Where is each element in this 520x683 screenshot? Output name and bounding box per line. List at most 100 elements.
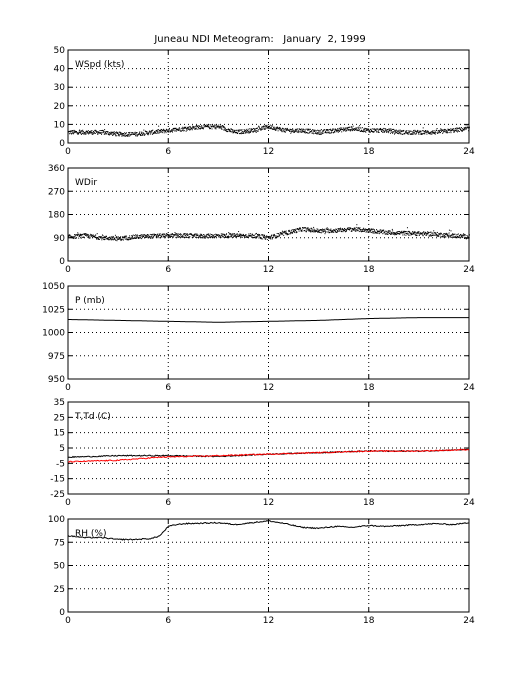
data-point: [183, 236, 185, 238]
data-point: [244, 131, 246, 133]
data-point: [417, 131, 419, 133]
data-point: [268, 237, 270, 239]
data-point: [419, 232, 421, 234]
data-point: [210, 236, 212, 238]
data-point: [231, 131, 233, 133]
data-point: [301, 130, 303, 132]
data-point: [143, 234, 145, 236]
data-point: [83, 233, 85, 235]
data-point: [464, 129, 466, 131]
data-point: [423, 233, 425, 235]
data-point: [316, 230, 318, 232]
x-tick-label: 18: [363, 498, 375, 508]
x-tick-label: 0: [65, 383, 71, 393]
data-point: [452, 128, 454, 130]
data-point: [235, 234, 237, 236]
data-point: [396, 233, 398, 235]
data-point: [260, 128, 262, 130]
data-point: [281, 232, 283, 234]
data-point: [406, 227, 408, 229]
data-point: [78, 234, 80, 236]
y-tick-label: 10: [54, 120, 66, 130]
data-point: [70, 130, 72, 132]
data-point: [122, 237, 124, 239]
data-point: [255, 237, 257, 239]
data-point: [176, 130, 178, 132]
data-point: [287, 129, 289, 131]
data-point: [433, 234, 435, 236]
data-point: [109, 236, 111, 238]
data-point: [228, 236, 230, 238]
data-point: [463, 129, 465, 131]
data-point: [218, 126, 220, 128]
data-point: [387, 130, 389, 132]
data-point: [192, 125, 194, 127]
data-point: [152, 236, 154, 238]
data-point: [171, 234, 173, 236]
data-point: [198, 236, 200, 238]
data-point: [467, 237, 469, 239]
data-point: [266, 127, 268, 129]
y-tick-label: 0: [59, 139, 65, 149]
y-tick-label: 40: [54, 65, 66, 75]
data-point: [310, 227, 312, 229]
data-point: [444, 234, 446, 236]
data-point: [180, 233, 182, 235]
data-point: [346, 228, 348, 230]
data-point: [389, 233, 391, 235]
data-point: [440, 128, 442, 130]
data-point: [209, 236, 211, 238]
data-point: [96, 131, 98, 133]
data-point: [185, 233, 187, 235]
data-point: [169, 131, 171, 133]
data-point: [187, 126, 189, 128]
data-point: [468, 130, 470, 132]
data-point: [100, 132, 102, 134]
data-point: [197, 125, 199, 127]
data-point: [331, 130, 333, 132]
data-point: [434, 133, 436, 135]
data-point: [264, 128, 266, 130]
data-point: [439, 233, 441, 235]
data-point: [88, 131, 90, 133]
data-point: [358, 227, 360, 229]
data-point: [103, 236, 105, 238]
data-point: [314, 229, 316, 231]
data-point: [160, 234, 162, 236]
data-point: [163, 128, 165, 130]
data-point: [93, 132, 95, 134]
data-point: [282, 127, 284, 129]
panel-label: P (mb): [75, 296, 105, 306]
data-point: [328, 132, 330, 134]
data-point: [371, 129, 373, 131]
data-point: [126, 135, 128, 137]
data-point: [255, 232, 257, 234]
data-point: [332, 231, 334, 233]
data-point: [99, 236, 101, 238]
x-tick-label: 24: [463, 498, 475, 508]
data-point: [99, 132, 101, 134]
data-point: [189, 128, 191, 130]
data-point: [458, 236, 460, 238]
data-point: [329, 231, 331, 233]
data-point: [454, 233, 456, 235]
data-point: [369, 132, 371, 134]
data-point: [346, 229, 348, 231]
data-point: [266, 235, 268, 237]
data-point: [317, 230, 319, 232]
data-point: [439, 235, 441, 237]
data-point: [176, 233, 178, 235]
data-point: [283, 131, 285, 133]
data-point: [393, 133, 395, 135]
data-point: [256, 127, 258, 129]
data-point: [81, 234, 83, 236]
data-point: [250, 129, 252, 131]
data-point: [422, 130, 424, 132]
data-point: [267, 127, 269, 129]
data-point: [258, 235, 260, 237]
data-point: [315, 230, 317, 232]
data-point: [418, 234, 420, 236]
data-point: [117, 237, 119, 239]
data-point: [153, 234, 155, 236]
data-point: [289, 230, 291, 232]
